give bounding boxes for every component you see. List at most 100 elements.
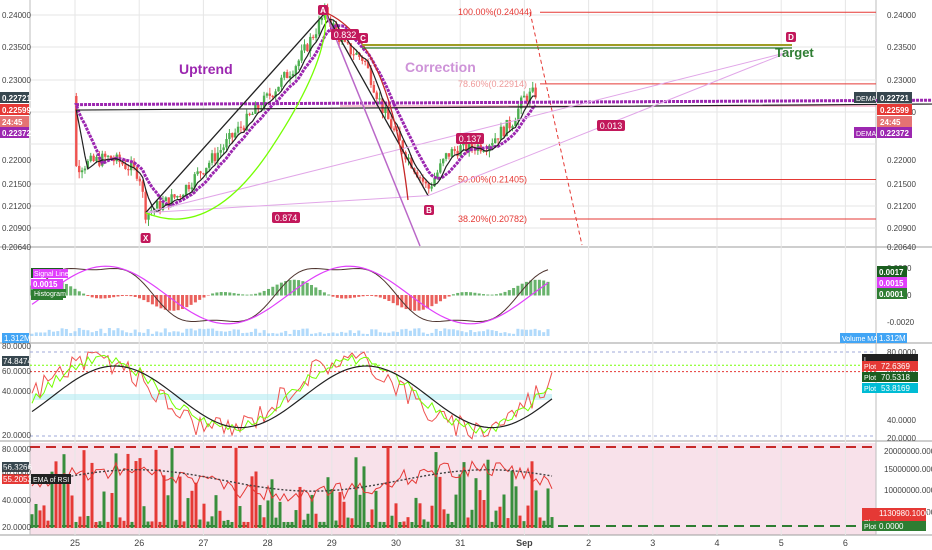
volume-histogram-bar (422, 519, 426, 528)
candle-body (369, 68, 373, 85)
volume-bar (434, 328, 438, 336)
macd-histogram-bar (275, 284, 279, 296)
stoch-right-tag-text: L (864, 357, 868, 364)
candle-body (430, 186, 433, 189)
candle-body (401, 140, 404, 153)
macd-histogram-bar (146, 295, 150, 303)
rsi-right-tag (862, 521, 926, 531)
volume-histogram-bar (34, 503, 38, 528)
volume-histogram-bar (38, 510, 42, 528)
volume-bar (469, 330, 473, 336)
candle-body (444, 153, 448, 159)
pattern-xa-line (145, 12, 326, 214)
volume-histogram-bar (122, 520, 126, 528)
volume-histogram-bar (402, 521, 406, 528)
macd-right-value: 0.0001 (879, 290, 904, 299)
candle-body (488, 145, 491, 152)
pattern-xb-line (145, 195, 429, 214)
point-x-badge[interactable] (140, 233, 151, 243)
stoch-pane: 74.8474 (2, 351, 876, 440)
candle-body (89, 155, 92, 161)
volume-bar (215, 330, 219, 336)
volume-bar (56, 331, 60, 336)
point-b-badge[interactable] (424, 205, 434, 215)
macd-histogram-bar (482, 294, 485, 296)
macd-histogram-bar (198, 295, 202, 300)
macd-histogram-bar (219, 292, 223, 296)
stoch-axis-label-left: 60.0000 (2, 367, 31, 376)
rsi-right-tag-text: Plot (864, 524, 876, 531)
candle-body (291, 73, 295, 76)
candle-body (398, 131, 402, 141)
pattern-xd-line (145, 51, 790, 214)
xabcd-pattern[interactable]: X A B C D 0.832 0.874 0.137 0.013 Uptrend Correcti… (140, 5, 815, 247)
candle-body (450, 149, 454, 157)
candle-body (410, 157, 413, 169)
volume-bar (387, 332, 391, 336)
volume-bar (327, 333, 331, 336)
volume-bar (176, 331, 180, 336)
volume-histogram-bar (118, 517, 122, 528)
volume-bar (464, 332, 468, 336)
candle-body (231, 133, 234, 138)
candle-body (103, 153, 107, 157)
candle-body (77, 165, 81, 173)
volume-bar (271, 333, 275, 336)
volume-histogram-bar (74, 521, 78, 528)
macd-histogram-bar (348, 295, 352, 299)
volume-bar (383, 332, 387, 336)
volume-bar (391, 331, 395, 336)
volume-histogram-bar (130, 521, 134, 528)
candle-body (158, 201, 162, 210)
candle-body (83, 168, 87, 171)
macd-histogram-bar (546, 281, 550, 296)
volume-histogram-bar (342, 501, 346, 528)
volume-bar (370, 329, 374, 336)
candle-body (306, 44, 309, 52)
volume-axis-label: 15000000.0000 (884, 465, 932, 474)
volume-bar (537, 330, 541, 336)
volume-bar (310, 333, 313, 336)
point-c-badge[interactable] (358, 33, 368, 43)
rsi-left-value: 55.2053 (3, 475, 32, 484)
point-d-badge[interactable] (786, 32, 796, 42)
volume-histogram-bar (482, 499, 486, 528)
point-a-badge[interactable] (318, 5, 328, 15)
macd-line (31, 267, 549, 323)
macd-histogram-bar (236, 293, 240, 296)
ratio-tag (456, 133, 484, 144)
x-tick-label: 5 (779, 538, 784, 548)
candle-body (491, 143, 494, 146)
point-c-label: C (360, 34, 366, 43)
macd-histogram-bar (404, 295, 408, 310)
macd-histogram-bar (228, 292, 232, 296)
candle-body (274, 91, 277, 98)
macd-histogram-bar (211, 293, 215, 296)
volume-bar (150, 333, 154, 336)
candle-body (314, 34, 318, 38)
volume-histogram-bar (354, 457, 358, 528)
volume-bar (60, 328, 64, 336)
macd-histogram-bar (391, 295, 395, 304)
volume-histogram-bar (538, 517, 542, 528)
macd-histogram-bar (172, 295, 176, 311)
volume-bar (305, 328, 309, 336)
volume-histogram-bar (370, 509, 374, 528)
macd-histogram-bar (224, 292, 227, 296)
macd-histogram-bar (86, 295, 90, 296)
volume-histogram-bar (406, 517, 410, 528)
volume-histogram-bar (534, 490, 538, 528)
candle-body (508, 119, 511, 129)
candle-body (496, 138, 500, 140)
volume-bar (258, 332, 262, 336)
volume-bar (193, 330, 197, 336)
volume-bar (159, 332, 163, 336)
volume-bar (486, 329, 490, 336)
candle-body (112, 159, 116, 162)
macd-histogram-bar (314, 287, 318, 296)
volume-histogram-bar (234, 447, 238, 528)
volume-histogram-bar (546, 488, 550, 528)
volume-histogram-bar (150, 521, 154, 528)
volume-bar (357, 330, 361, 336)
